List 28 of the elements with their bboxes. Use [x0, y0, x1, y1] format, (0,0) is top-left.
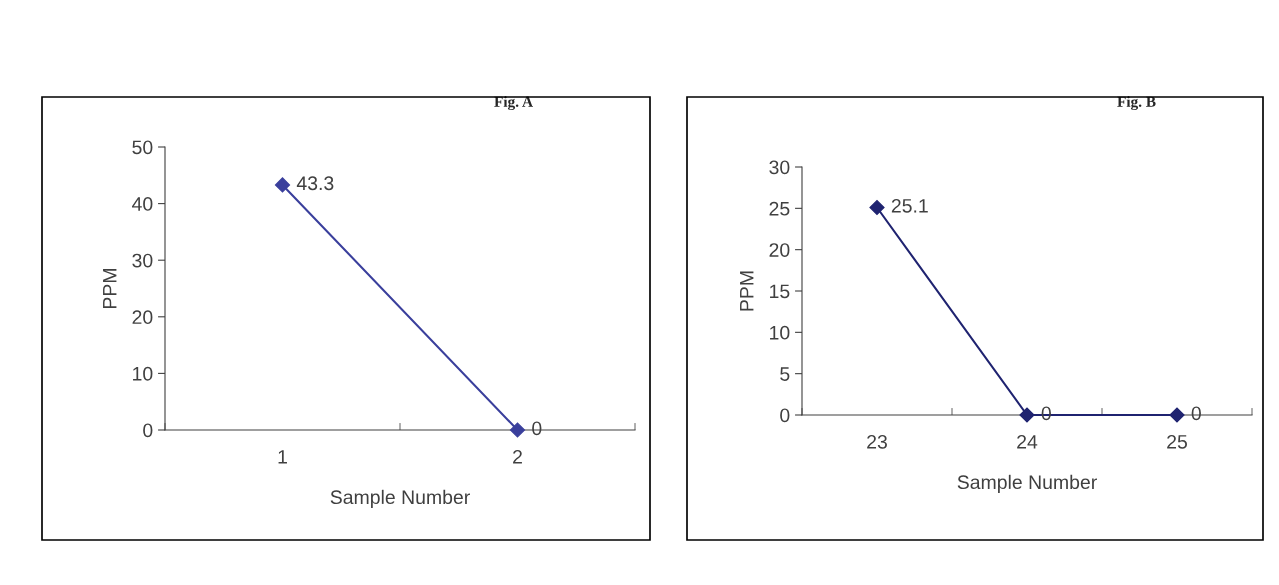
chart-title: Fig. A	[494, 96, 533, 111]
y-tick-label: 40	[132, 197, 153, 211]
x-tick-label: 24	[1017, 434, 1038, 449]
data-label: 0	[532, 421, 542, 436]
y-axis-title: PPM	[103, 269, 117, 308]
x-tick-label: 25	[1167, 434, 1187, 449]
y-tick-label: 10	[770, 325, 790, 340]
data-label: 0	[1191, 406, 1201, 421]
y-tick-label: 20	[769, 243, 790, 257]
x-axis-title: Sample Number	[330, 489, 470, 508]
data-label: 43.3	[296, 176, 334, 191]
x-tick-label: 1	[278, 450, 287, 464]
y-tick-label: 10	[133, 366, 153, 381]
y-tick-label: 30	[769, 160, 790, 175]
y-tick-label: 20	[132, 310, 153, 325]
y-tick-label: 30	[132, 253, 153, 268]
x-tick-label: 2	[513, 449, 522, 464]
y-tick-label: 0	[780, 408, 790, 423]
y-tick-label: 25	[769, 201, 790, 216]
y-tick-label: 0	[143, 423, 153, 438]
y-tick-label: 5	[780, 367, 790, 381]
x-tick-label: 23	[867, 434, 887, 449]
y-tick-label: 15	[770, 284, 790, 299]
x-axis-title: Sample Number	[957, 474, 1097, 493]
y-axis-title: PPM	[740, 271, 754, 311]
data-label: 25.1	[891, 198, 928, 213]
y-tick-label: 50	[132, 140, 153, 155]
chart-title: Fig. B	[1117, 96, 1156, 111]
